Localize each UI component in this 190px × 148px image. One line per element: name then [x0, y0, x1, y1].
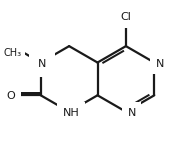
Text: Cl: Cl	[120, 12, 131, 22]
Text: CH₃: CH₃	[4, 48, 22, 58]
Text: N: N	[127, 108, 136, 118]
Text: N: N	[38, 58, 47, 69]
Text: N: N	[156, 58, 164, 69]
Text: NH: NH	[62, 108, 79, 118]
Text: O: O	[6, 91, 15, 101]
